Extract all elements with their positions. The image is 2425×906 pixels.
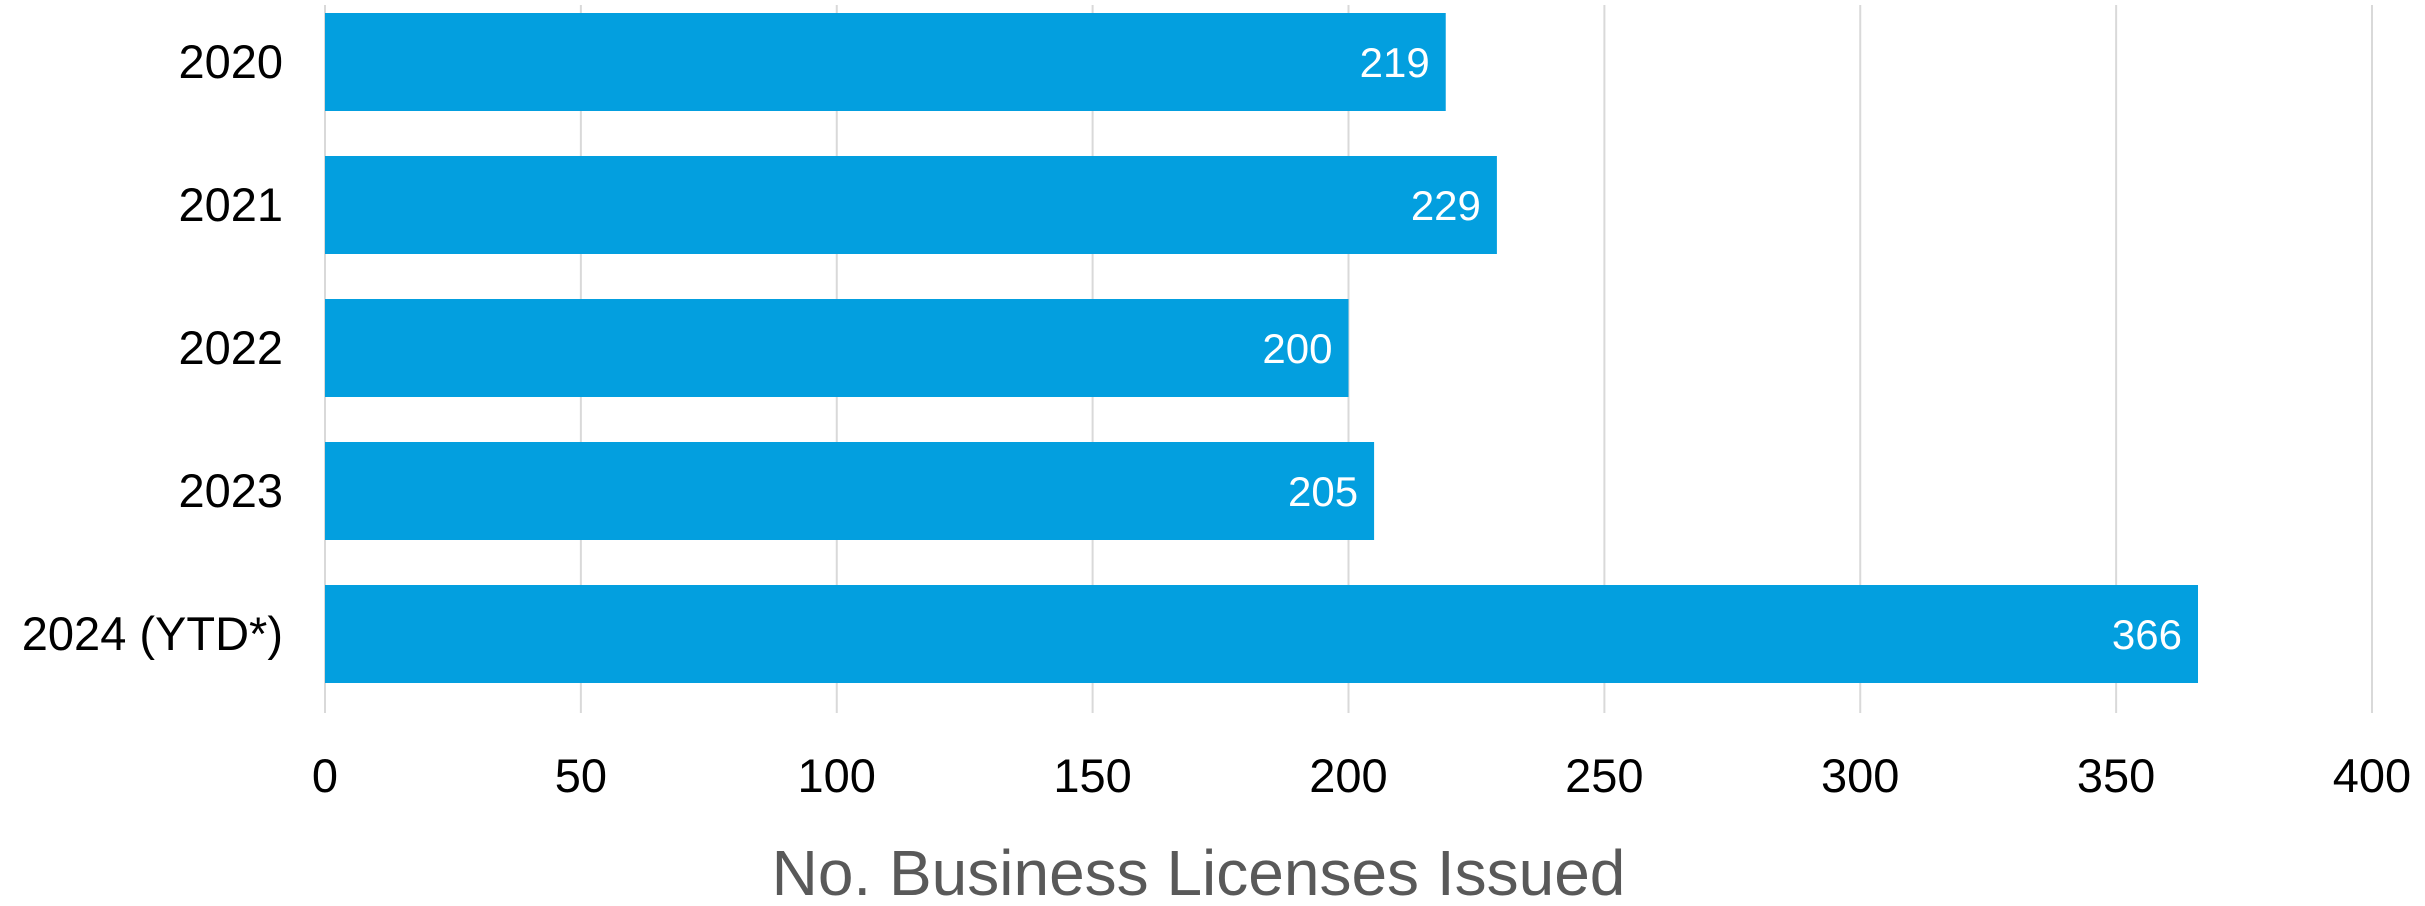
x-tick-label: 250 bbox=[1565, 749, 1643, 802]
bar-value-label: 205 bbox=[1288, 468, 1358, 515]
bar-value-label: 366 bbox=[2112, 611, 2182, 658]
x-axis-title: No. Business Licenses Issued bbox=[772, 837, 1626, 901]
x-tick-label: 200 bbox=[1309, 749, 1387, 802]
category-label: 2023 bbox=[178, 464, 283, 517]
category-label: 2020 bbox=[178, 35, 283, 88]
bar bbox=[325, 442, 1375, 540]
bar bbox=[325, 299, 1349, 397]
bar bbox=[325, 13, 1446, 111]
x-tick-label: 150 bbox=[1053, 749, 1131, 802]
bar bbox=[325, 585, 2199, 683]
x-tick-label: 50 bbox=[555, 749, 607, 802]
category-label: 2022 bbox=[178, 321, 283, 374]
data-labels: 219 229 200 205 366 bbox=[1262, 39, 2182, 658]
x-tick-label: 100 bbox=[798, 749, 876, 802]
bars bbox=[325, 13, 2199, 683]
bar bbox=[325, 156, 1497, 254]
category-labels: 2020 2021 2022 2023 2024 (YTD*) bbox=[22, 35, 283, 660]
category-label: 2024 (YTD*) bbox=[22, 607, 283, 660]
x-tick-label: 350 bbox=[2077, 749, 2155, 802]
x-tick-label: 300 bbox=[1821, 749, 1899, 802]
category-label: 2021 bbox=[178, 178, 283, 231]
bar-value-label: 229 bbox=[1411, 182, 1481, 229]
bar-value-label: 200 bbox=[1262, 325, 1332, 372]
x-tick-labels: 0 50 100 150 200 250 300 350 400 bbox=[312, 749, 2411, 802]
x-tick-label: 400 bbox=[2333, 749, 2411, 802]
x-tick-label: 0 bbox=[312, 749, 338, 802]
bar-value-label: 219 bbox=[1360, 39, 1430, 86]
